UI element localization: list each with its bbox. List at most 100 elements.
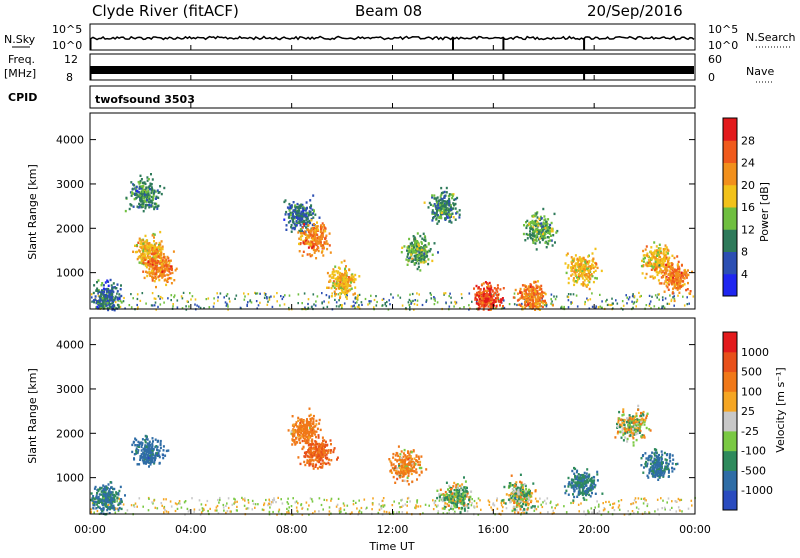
velocity-cell: [669, 509, 671, 511]
power-cell: [319, 237, 321, 239]
power-cell: [530, 283, 532, 285]
power-cell: [409, 306, 411, 308]
power-cell: [111, 298, 113, 300]
power-cell: [527, 299, 529, 301]
velocity-cell: [435, 504, 437, 506]
power-cell: [305, 223, 307, 225]
power-cell: [490, 292, 492, 294]
date-title: 20/Sep/2016: [587, 2, 683, 20]
power-cell: [658, 279, 660, 281]
velocity-cell: [110, 481, 112, 483]
power-cell: [322, 254, 324, 256]
power-cell: [433, 197, 435, 199]
power-cell: [137, 242, 139, 244]
power-cell: [420, 254, 422, 256]
velocity-cell: [537, 500, 539, 502]
power-cell: [284, 294, 286, 296]
power-cell: [588, 276, 590, 278]
velocity-cell: [278, 511, 280, 513]
power-cell: [586, 268, 588, 270]
velocity-cell: [329, 506, 331, 508]
power-cell: [428, 206, 430, 208]
power-cell: [300, 219, 302, 221]
power-cell: [316, 234, 318, 236]
velocity-cell: [163, 449, 165, 451]
power-cell: [247, 301, 249, 303]
velocity-cell: [163, 511, 165, 513]
power-cell: [333, 274, 335, 276]
velocity-cell: [139, 459, 141, 461]
power-cell: [359, 294, 361, 296]
power-cell: [123, 300, 125, 302]
power-cell: [547, 236, 549, 238]
velocity-cell: [311, 498, 313, 500]
velocity-cell: [645, 499, 647, 501]
velocity-cell: [603, 509, 605, 511]
velocity-cell: [118, 493, 120, 495]
power-cell: [452, 195, 454, 197]
power-cell: [100, 293, 102, 295]
power-cell: [684, 304, 686, 306]
power-ylabel: Slant Range [km]: [26, 164, 39, 260]
velocity-cell: [105, 489, 107, 491]
power-cell: [338, 293, 340, 295]
power-cell: [99, 295, 101, 297]
power-cell: [520, 305, 522, 307]
power-cell: [654, 276, 656, 278]
power-cell: [163, 260, 165, 262]
power-cell: [137, 293, 139, 295]
power-cell: [125, 197, 127, 199]
power-cell: [361, 304, 363, 306]
power-cell: [451, 197, 453, 199]
power-cell: [296, 220, 298, 222]
power-cell: [662, 276, 664, 278]
velocity-cell: [379, 509, 381, 511]
power-cell: [194, 304, 196, 306]
velocity-cell: [326, 499, 328, 501]
power-cell: [531, 215, 533, 217]
velocity-cell: [112, 505, 114, 507]
power-cell: [407, 253, 409, 255]
power-cell: [587, 299, 589, 301]
power-cell: [654, 305, 656, 307]
power-cell: [148, 178, 150, 180]
power-cell: [325, 237, 327, 239]
velocity-cell: [660, 497, 662, 499]
power-cell: [444, 196, 446, 198]
velocity-cell: [300, 504, 302, 506]
velocity-cell: [244, 500, 246, 502]
power-cell: [316, 243, 318, 245]
velocity-cell: [407, 497, 409, 499]
velocity-cell: [471, 498, 473, 500]
power-cell: [145, 271, 147, 273]
power-cell: [437, 204, 439, 206]
power-cell: [343, 286, 345, 288]
power-cell: [530, 286, 532, 288]
velocity-cell: [176, 503, 178, 505]
power-cell: [451, 302, 453, 304]
velocity-cell: [138, 443, 140, 445]
power-cell: [664, 260, 666, 262]
power-cell: [157, 205, 159, 207]
power-cell: [166, 274, 168, 276]
velocity-cell: [113, 509, 115, 511]
power-cell: [434, 300, 436, 302]
power-cell: [678, 268, 680, 270]
power-cell: [163, 253, 165, 255]
power-cell: [195, 298, 197, 300]
power-cell: [357, 306, 359, 308]
power-cell: [519, 297, 521, 299]
velocity-cell: [139, 497, 141, 499]
velocity-cell: [135, 439, 137, 441]
power-cell: [344, 302, 346, 304]
power-cell: [583, 268, 585, 270]
power-cell: [309, 199, 311, 201]
power-cell: [382, 299, 384, 301]
power-cell: [673, 275, 675, 277]
velocity-cell: [681, 510, 683, 512]
velocity-cell: [641, 498, 643, 500]
velocity-cell: [336, 506, 338, 508]
velocity-cell: [96, 503, 98, 505]
velocity-cell: [293, 431, 295, 433]
power-cell: [283, 219, 285, 221]
